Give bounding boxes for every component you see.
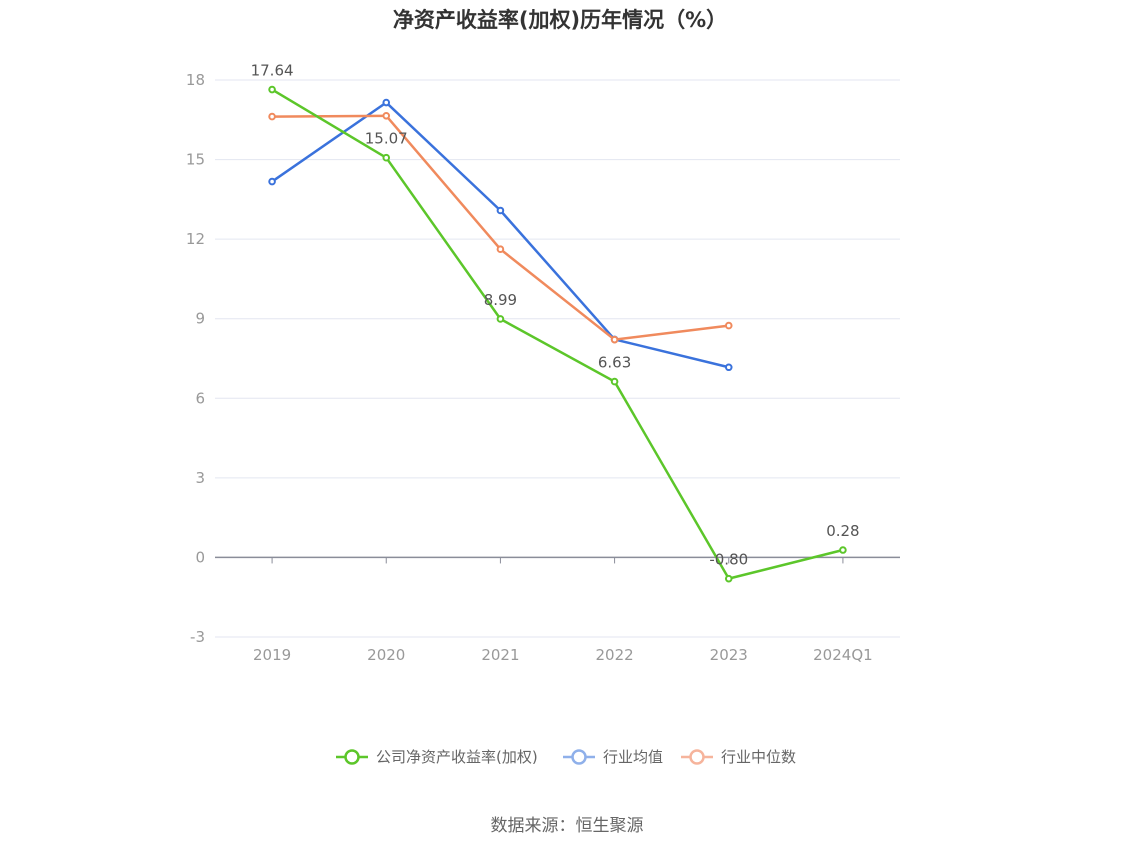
x-tick-label: 2023 [710,646,748,664]
data-point [496,206,505,215]
legend-label: 行业中位数 [721,748,796,766]
legend-marker [344,749,360,765]
data-label: 6.63 [598,354,631,372]
data-point [724,574,733,583]
x-tick-label: 2022 [595,646,633,664]
data-label: 15.07 [365,130,408,148]
data-point [268,85,276,94]
x-tick-label: 2020 [367,646,405,664]
data-label: 8.99 [484,291,517,309]
x-tick-label: 2021 [481,646,519,664]
legend-label: 行业均值 [603,748,663,766]
data-point [496,245,505,254]
y-tick-label: 6 [195,389,205,407]
data-point [724,321,733,330]
y-tick-label: 9 [195,310,205,328]
data-point [724,363,733,372]
x-tick-label: 2024Q1 [813,646,873,664]
legend-marker [689,749,705,765]
data-point [382,98,391,107]
data-label: 17.64 [251,62,294,80]
x-tick-label: 2019 [253,646,291,664]
y-tick-label: 15 [186,151,205,169]
data-label: 0.28 [826,522,859,540]
y-tick-label: -3 [190,628,205,646]
data-point [268,177,276,186]
data-point [382,153,391,162]
data-label: -0.80 [709,551,748,569]
y-tick-label: 18 [186,71,205,89]
series-line [271,101,730,369]
source-note: 数据来源：恒生聚源 [490,816,644,836]
data-point [610,335,619,344]
data-point [610,377,619,386]
y-tick-label: 3 [195,469,205,487]
series-line [271,88,844,580]
data-point [839,546,847,554]
chart-title: 净资产收益率(加权)历年情况（%） [392,8,728,32]
y-tick-label: 0 [195,548,205,566]
y-tick-label: 12 [186,230,205,248]
data-point [268,112,276,121]
legend-marker [571,749,587,765]
data-point [382,112,391,120]
data-point [496,315,505,323]
legend-label: 公司净资产收益率(加权) [376,748,538,766]
